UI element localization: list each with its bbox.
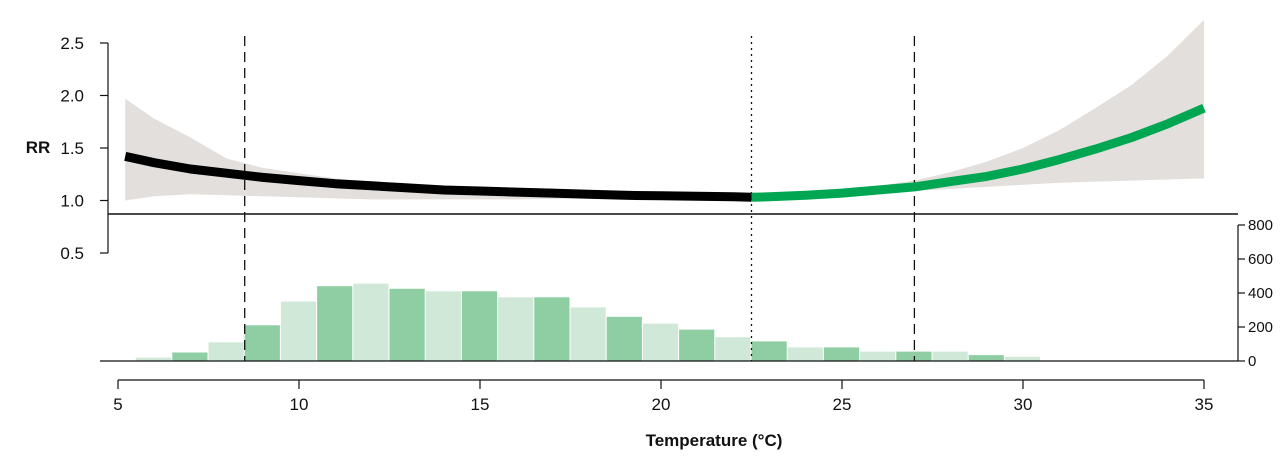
rr-tick-label: 1.0	[60, 192, 84, 211]
histogram-bar	[751, 341, 787, 361]
histogram-bar	[534, 297, 570, 362]
histogram-bar	[498, 297, 534, 362]
confidence-band-layer	[125, 19, 1205, 201]
histogram-bar	[932, 351, 968, 361]
histogram-bar	[570, 307, 606, 361]
x-tick-label: 15	[471, 395, 490, 414]
heat-rr-curve	[751, 103, 1206, 202]
histogram-bar	[244, 325, 280, 361]
histogram-bar	[425, 291, 461, 361]
histogram-bar	[642, 323, 679, 361]
histogram-bar	[136, 357, 172, 361]
x-tick-label: 25	[833, 395, 852, 414]
x-tick-label: 10	[290, 395, 309, 414]
histogram-bar	[172, 352, 208, 361]
x-tick-label: 5	[113, 395, 122, 414]
histogram-bar	[968, 355, 1004, 361]
x-tick-label: 30	[1014, 395, 1033, 414]
rr-tick-label: 2.5	[60, 34, 84, 53]
histogram-bar	[353, 283, 389, 361]
count-tick-label: 600	[1248, 251, 1273, 268]
axes-layer: 0.5 1.0 1.5 2.0 2.5 0 200 400 600 800 5 10 15 20 25 30 3…	[60, 34, 1273, 414]
histogram-bar	[280, 301, 317, 361]
histogram-bar	[461, 291, 498, 361]
x-tick-label: 20	[652, 395, 671, 414]
histogram-bar	[787, 347, 823, 361]
rr-tick-label: 2.0	[60, 87, 84, 106]
y-axis-title: RR	[26, 138, 51, 157]
histogram-bar	[679, 329, 715, 361]
count-tick-label: 800	[1248, 217, 1273, 234]
rr-tick-label: 1.5	[60, 139, 84, 158]
histogram-bar	[317, 286, 353, 361]
count-tick-label: 0	[1248, 353, 1256, 370]
count-tick-label: 200	[1248, 319, 1273, 336]
histogram-bar	[715, 337, 751, 361]
rr-curve-layer	[124, 103, 1206, 202]
x-tick-label: 35	[1195, 395, 1214, 414]
histogram-bar	[860, 351, 896, 361]
x-axis-title: Temperature (°C)	[646, 431, 783, 450]
histogram-layer	[136, 283, 1041, 362]
histogram-bar	[823, 347, 860, 361]
confidence-band	[125, 19, 1205, 201]
histogram-bar	[389, 288, 425, 362]
count-tick-label: 400	[1248, 285, 1273, 302]
cold-rr-curve	[124, 152, 752, 202]
rr-tick-label: 0.5	[60, 244, 84, 263]
histogram-bar	[606, 316, 642, 361]
histogram-bar	[1004, 356, 1041, 362]
threshold-lines-layer	[244, 36, 916, 361]
histogram-bar	[208, 342, 244, 361]
